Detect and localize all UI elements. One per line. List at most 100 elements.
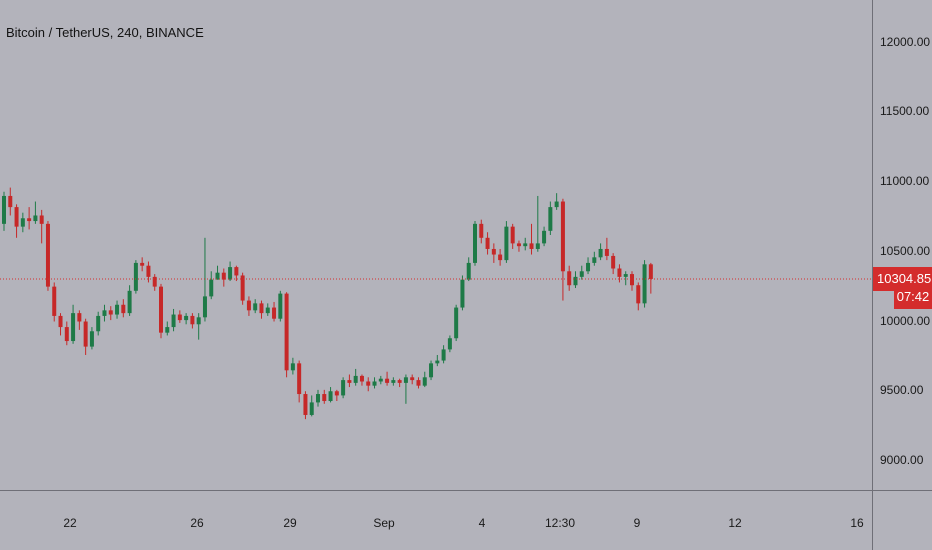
candle bbox=[454, 304, 459, 342]
candle-body bbox=[548, 207, 553, 231]
candle bbox=[592, 251, 597, 266]
candle-body bbox=[359, 375, 364, 382]
candle-body bbox=[592, 257, 597, 263]
candle bbox=[159, 283, 163, 339]
candle bbox=[498, 248, 503, 266]
candle-body bbox=[403, 377, 408, 383]
candle-body bbox=[259, 303, 264, 314]
candle bbox=[228, 261, 233, 282]
price-tick-label: 11500.00 bbox=[880, 104, 930, 119]
candle bbox=[529, 223, 534, 255]
candle bbox=[33, 201, 38, 224]
candle bbox=[177, 310, 182, 323]
candle-body bbox=[498, 254, 503, 261]
candle-body bbox=[20, 218, 25, 227]
candle bbox=[642, 260, 647, 308]
time-tick-label: 29 bbox=[283, 516, 297, 530]
candle bbox=[146, 261, 151, 283]
candle bbox=[2, 191, 6, 231]
candle-body bbox=[586, 262, 591, 272]
candle-body bbox=[284, 293, 289, 371]
candle bbox=[240, 272, 245, 305]
candle-body bbox=[77, 313, 82, 322]
candle-body bbox=[466, 262, 471, 280]
candle-body bbox=[378, 378, 383, 382]
candle bbox=[623, 271, 628, 286]
candle-body bbox=[64, 327, 69, 342]
candle-body bbox=[598, 248, 603, 258]
candle bbox=[165, 321, 170, 336]
candle-body bbox=[611, 255, 616, 269]
candle bbox=[523, 237, 528, 251]
candle bbox=[598, 243, 603, 261]
candle-body bbox=[416, 380, 421, 386]
candle-body bbox=[316, 394, 320, 403]
candle-body bbox=[96, 315, 101, 332]
candle-body bbox=[397, 380, 402, 383]
candle bbox=[410, 374, 415, 385]
candle-body bbox=[636, 285, 641, 304]
candle bbox=[548, 201, 553, 236]
candle bbox=[579, 265, 584, 280]
candle bbox=[102, 304, 107, 322]
candle bbox=[322, 389, 327, 404]
candle-body bbox=[171, 314, 176, 328]
candle bbox=[196, 313, 201, 340]
candle-body bbox=[623, 274, 628, 277]
candle bbox=[567, 265, 572, 291]
candle bbox=[341, 377, 346, 399]
candle-body bbox=[535, 243, 540, 249]
symbol-title[interactable]: Bitcoin / TetherUS, 240, BINANCE bbox=[6, 25, 204, 40]
candle bbox=[290, 357, 295, 375]
candle bbox=[52, 282, 57, 322]
candle-body bbox=[642, 264, 647, 304]
candle bbox=[403, 374, 408, 404]
candle bbox=[284, 292, 289, 378]
candle-body bbox=[391, 380, 396, 383]
candle bbox=[535, 195, 540, 252]
candle bbox=[184, 313, 189, 325]
candle bbox=[441, 345, 446, 364]
candle-body bbox=[140, 262, 145, 266]
candle-body bbox=[265, 307, 270, 314]
candle bbox=[246, 296, 251, 316]
candle bbox=[366, 377, 371, 392]
candle-body bbox=[14, 207, 19, 227]
candle-body bbox=[202, 296, 207, 318]
candle-body bbox=[272, 307, 277, 319]
candle bbox=[202, 237, 207, 322]
candle-body bbox=[617, 268, 622, 277]
candle-body bbox=[567, 271, 572, 286]
candle-body bbox=[504, 226, 509, 261]
candle-body bbox=[52, 286, 57, 316]
candle bbox=[473, 221, 477, 266]
candle-body bbox=[604, 248, 609, 256]
candle bbox=[221, 268, 226, 287]
candle bbox=[8, 187, 13, 216]
candle bbox=[14, 204, 19, 238]
candle-body bbox=[328, 391, 333, 402]
candle bbox=[328, 387, 333, 403]
candle bbox=[504, 221, 509, 263]
candle bbox=[416, 377, 421, 389]
candle-body bbox=[146, 265, 151, 277]
time-tick-label: 4 bbox=[478, 516, 486, 530]
candle-body bbox=[115, 304, 120, 315]
candle bbox=[560, 198, 565, 301]
candle bbox=[253, 299, 258, 314]
candle bbox=[190, 313, 195, 329]
price-tick-label: 9500.00 bbox=[880, 383, 924, 398]
candle bbox=[20, 212, 25, 233]
candle-body bbox=[523, 243, 528, 247]
candle-body bbox=[542, 230, 547, 244]
candle bbox=[77, 310, 82, 330]
candle-body bbox=[573, 276, 578, 286]
candle-body bbox=[579, 271, 584, 277]
bar-countdown-label: 07:42 bbox=[894, 285, 932, 309]
candle bbox=[115, 300, 120, 319]
candle-body bbox=[246, 300, 251, 311]
candle bbox=[39, 209, 44, 244]
candle bbox=[491, 243, 496, 263]
candle-body bbox=[108, 310, 113, 315]
